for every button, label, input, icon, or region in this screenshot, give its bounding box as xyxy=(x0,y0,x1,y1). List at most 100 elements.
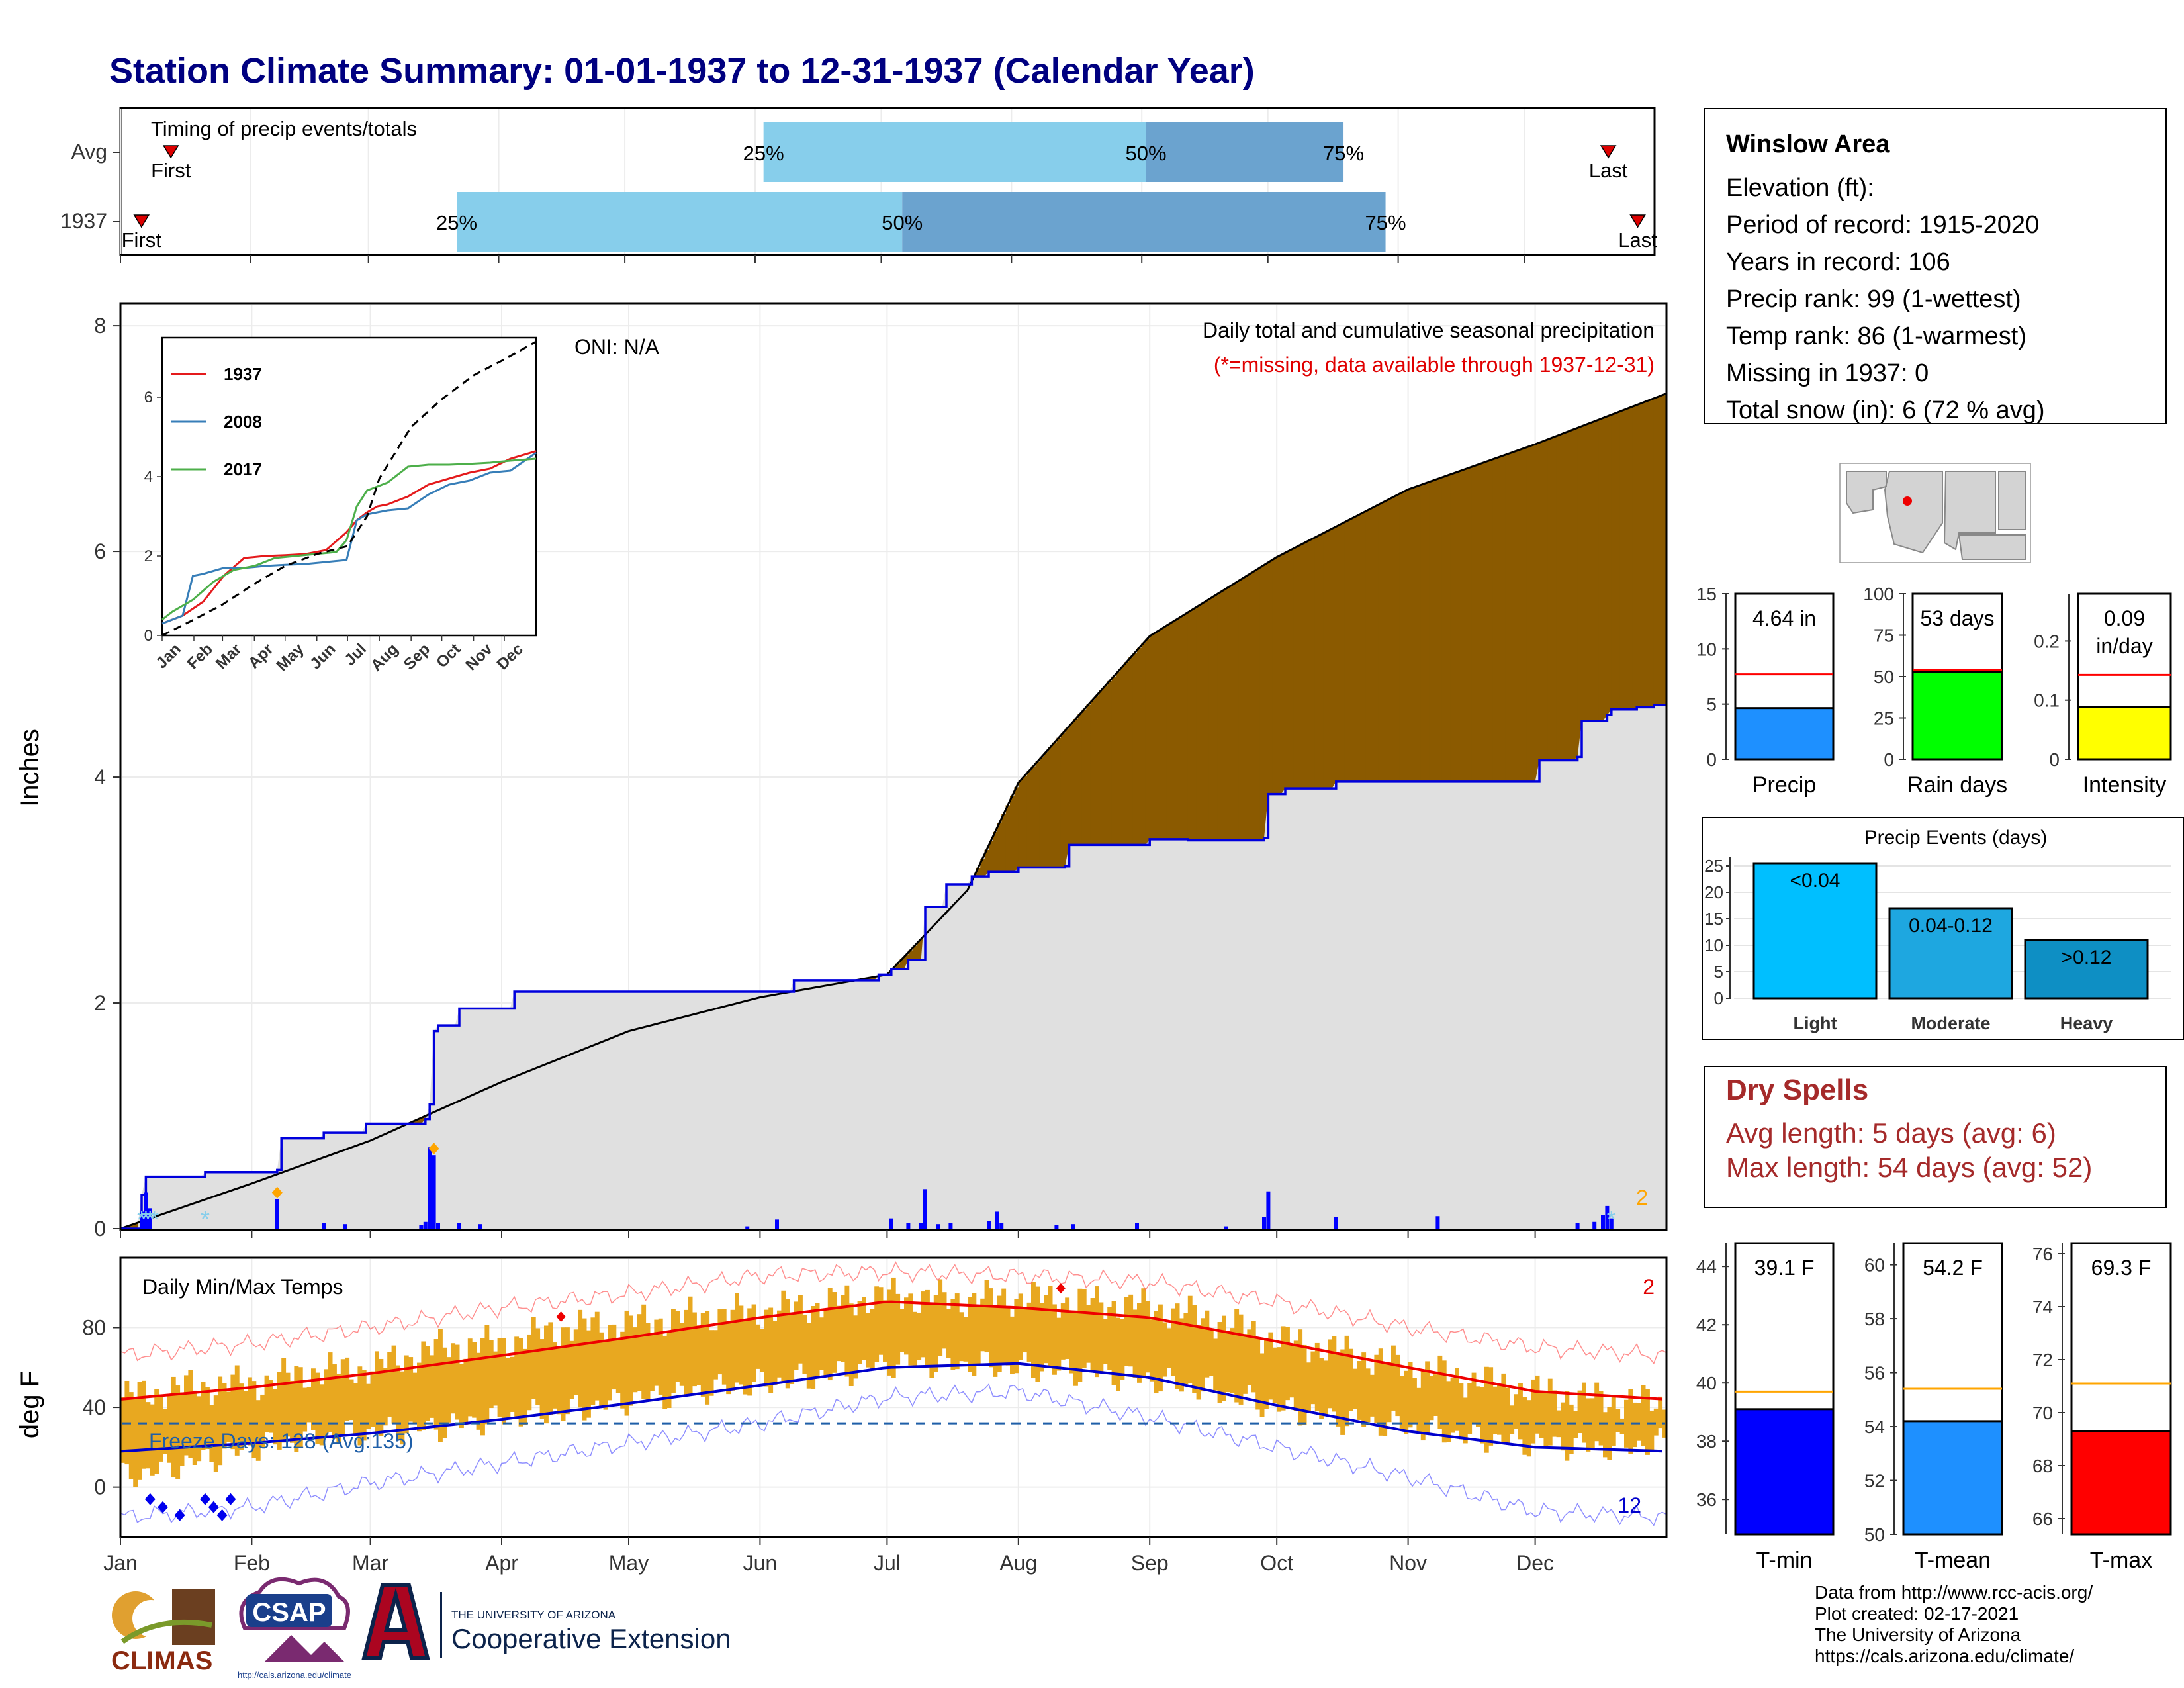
temp-daily-bar xyxy=(997,1295,1002,1372)
temp-daily-bar xyxy=(590,1317,596,1405)
temp-daily-bar xyxy=(361,1370,367,1441)
temp-daily-bar xyxy=(1201,1318,1205,1392)
precip-departure-slice xyxy=(1238,579,1244,841)
temp-daily-bar xyxy=(142,1380,146,1469)
precip-departure-slice xyxy=(1590,422,1595,721)
temp-daily-bar xyxy=(1238,1314,1244,1405)
precip-departure-slice xyxy=(1624,408,1629,710)
precip-departure-slice xyxy=(904,955,909,969)
temp-daily-bar xyxy=(1158,1304,1163,1392)
temp-daily-bar xyxy=(340,1359,345,1435)
temp-daily-bar xyxy=(192,1390,197,1465)
inset-ytick-label: 0 xyxy=(144,627,153,645)
temp-daily-bar xyxy=(1213,1338,1218,1391)
temp-daily-bar xyxy=(739,1305,744,1385)
ua-big-text: Cooperative Extension xyxy=(451,1623,731,1654)
precip-departure-slice xyxy=(1319,534,1324,789)
temp-daily-bar xyxy=(717,1309,723,1375)
precip-departure-slice xyxy=(1306,540,1311,789)
logos: CLIMAS CSAP http://cals.arizona.edu/clim… xyxy=(111,1577,731,1680)
precip-total-chart-bar xyxy=(1734,707,1835,761)
temp-daily-bar xyxy=(1353,1368,1358,1409)
temp-daily-bar xyxy=(633,1327,638,1393)
record-low-marker-icon xyxy=(158,1501,168,1513)
temp-daily-bar xyxy=(730,1309,735,1391)
timing-last-marker-icon xyxy=(1629,214,1646,228)
precip-daily-bar xyxy=(919,1223,923,1229)
tmax-chart-bar xyxy=(2070,1430,2172,1536)
precip-departure-slice xyxy=(1399,492,1404,782)
temp-normal-max-line xyxy=(120,1300,1662,1401)
temp-daily-bar xyxy=(1150,1319,1155,1382)
precip-departure-slice xyxy=(1391,496,1396,782)
precip-departure-slice xyxy=(1607,415,1612,716)
precip-departure-slice xyxy=(1547,438,1553,761)
precip-departure-slice xyxy=(1340,523,1345,782)
events-category-label: Light xyxy=(1794,1013,1837,1033)
precip-record-marker-icon xyxy=(428,1143,439,1155)
timing-first-marker-icon xyxy=(133,214,150,228)
station-period: Period of record: 1915-2020 xyxy=(1726,211,2040,239)
temp-daily-bar xyxy=(887,1289,892,1376)
temp-daily-bar xyxy=(243,1391,248,1442)
precip-departure-slice xyxy=(1302,543,1307,789)
timing-row-label: 1937 xyxy=(60,209,107,233)
timing-panel: Avg 25% 50% 75% First Last 1937 25% 50% 75% First L… xyxy=(60,107,1657,263)
precip-departure-slice xyxy=(1001,814,1007,872)
month-label: Feb xyxy=(234,1551,270,1575)
temp-daily-bar xyxy=(989,1288,993,1368)
temp-daily-bar xyxy=(1603,1412,1608,1458)
precip-departure-slice xyxy=(1103,686,1108,845)
temp-daily-bar xyxy=(650,1334,655,1391)
precip-departure-slice xyxy=(1116,671,1120,845)
tmin-chart-bar xyxy=(1734,1408,1835,1536)
temp-daily-bar xyxy=(679,1323,684,1386)
precip-departure-slice xyxy=(899,959,905,969)
precip-departure-slice xyxy=(1005,805,1011,872)
precip-departure-slice xyxy=(1014,787,1019,872)
temp-daily-bar xyxy=(158,1394,163,1462)
temp-daily-bar xyxy=(760,1329,765,1372)
month-label: Nov xyxy=(1389,1551,1427,1575)
events-ytick-label: 25 xyxy=(1704,856,1723,876)
precip-record-marker-icon xyxy=(271,1186,283,1199)
precip-departure-slice xyxy=(1293,547,1298,789)
precip-departure-slice xyxy=(1213,595,1218,841)
temp-daily-bar xyxy=(1361,1352,1367,1427)
temp-daily-bar xyxy=(184,1375,189,1456)
tmean-chart-ytick-label: 60 xyxy=(1864,1255,1885,1276)
precip-departure-slice xyxy=(980,859,985,877)
month-label: Oct xyxy=(1260,1551,1293,1575)
temp-daily-bar xyxy=(1086,1305,1091,1363)
temp-daily-bar xyxy=(1272,1347,1277,1403)
station-info-box: Winslow Area Elevation (ft): Period of r… xyxy=(1704,108,2167,424)
precip-departure-slice xyxy=(1374,506,1379,782)
temp-daily-bar xyxy=(197,1396,202,1462)
temp-daily-bar xyxy=(1137,1303,1142,1383)
precip-daily-bar xyxy=(1609,1218,1614,1229)
tmax-chart-ytick-label: 68 xyxy=(2032,1456,2053,1476)
temp-daily-bar xyxy=(721,1309,727,1385)
temp-daily-bar xyxy=(1611,1395,1616,1446)
temp-daily-bar xyxy=(120,1397,125,1463)
precip-departure-slice xyxy=(1632,405,1637,710)
timing-last-marker-icon xyxy=(1600,145,1617,159)
temp-daily-bar xyxy=(1277,1347,1282,1412)
temp-daily-bar xyxy=(1365,1368,1371,1423)
intensity-chart-ytick-label: 0 xyxy=(2049,749,2060,770)
temp-daily-bar xyxy=(1268,1332,1273,1400)
temp-daily-bar xyxy=(726,1321,731,1395)
temp-daily-bar xyxy=(1056,1317,1062,1371)
temp-daily-bar xyxy=(1582,1382,1586,1443)
temp-daily-bar xyxy=(1569,1404,1574,1454)
dry-spells-title: Dry Spells xyxy=(1726,1074,1869,1106)
temp-daily-bar xyxy=(493,1351,498,1406)
temp-ytick-label: 40 xyxy=(82,1395,106,1419)
precip-daily-bar xyxy=(936,1224,940,1229)
precip-departure-slice xyxy=(1141,643,1146,845)
temp-daily-bar xyxy=(1577,1390,1582,1434)
month-label: Mar xyxy=(352,1551,388,1575)
temp-daily-bar xyxy=(866,1313,871,1368)
timing-first-label: First xyxy=(122,228,162,252)
temp-daily-bar xyxy=(603,1340,608,1410)
